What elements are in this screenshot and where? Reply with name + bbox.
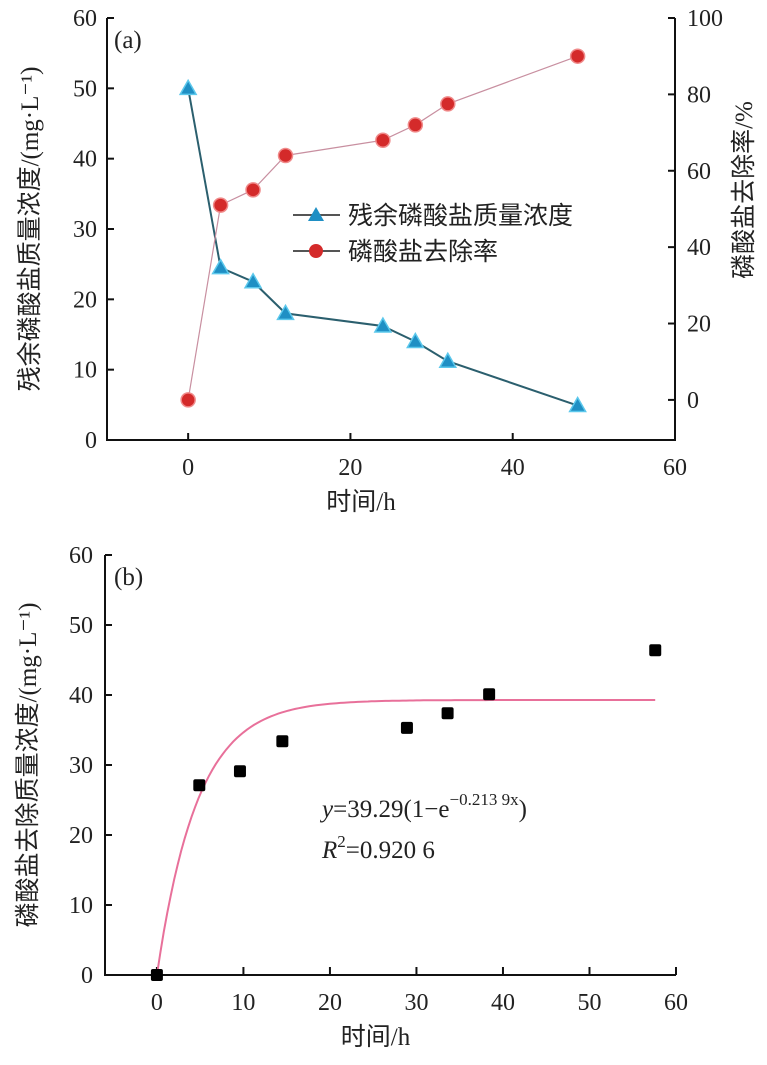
y2-tick-label: 0 [687,388,699,414]
x-axis-title: 时间/h [326,488,396,516]
triangle-marker [406,332,425,349]
triangle-marker [276,303,295,321]
y2-axis-title: 磷酸盐去除率/% [730,101,758,279]
legend-circle-marker [309,244,323,258]
square-marker [483,688,496,701]
y-axis-title: 残余磷酸盐质量浓度/(mg·L⁻¹) [16,67,44,392]
y2-tick-label: 40 [687,235,711,261]
fit-curve [155,699,656,976]
circle-marker [569,48,586,64]
legend-label: 残余磷酸盐质量浓度 [348,202,573,230]
eq-body: =39.29(1−e [333,796,449,823]
y-tick-label: 0 [85,428,97,454]
y-tick-label: 20 [69,823,93,849]
y-tick-label: 40 [73,147,97,173]
circle-marker [212,197,229,213]
eq-y: y [319,796,334,823]
r2-value: =0.920 6 [346,837,435,864]
square-marker [233,765,246,778]
triangle-marker [211,258,230,275]
x-tick-label: 0 [151,990,163,1016]
square-marker [400,721,413,734]
eq-suffix: ) [519,796,527,823]
triangle-marker [568,396,587,413]
y2-tick-label: 20 [687,312,711,338]
circle-marker [440,96,456,112]
y-tick-label: 50 [69,613,93,639]
eq-exponent: −0.213 9x [449,790,519,809]
x-tick-label: 40 [501,455,525,481]
y2-tick-label: 60 [687,159,711,185]
fit-equation: y=39.29(1−e−0.213 9x) [319,790,527,823]
x-tick-label: 20 [318,990,342,1016]
panel-a: 0 20 40 60 0 10 20 30 40 50 60 0 20 40 60 80 100 (a) 时间/h 残… [16,6,758,516]
r-squared: R2=0.920 6 [321,832,435,864]
square-marker [150,969,163,981]
y-tick-label: 0 [81,963,93,989]
y-axis-title: 磷酸盐去除质量浓度/(mg·L⁻¹) [14,603,42,928]
circle-marker [245,182,261,198]
circle-marker [375,132,391,148]
circle-marker [407,117,424,133]
square-marker [276,735,289,748]
square-marker [441,707,454,720]
square-marker [649,644,662,657]
r2-r: R [321,837,337,864]
x-tick-label: 30 [404,990,428,1016]
triangle-marker [373,316,393,333]
y-tick-label: 20 [73,287,97,313]
panel-b: 0 10 20 30 40 50 60 0 10 20 30 40 50 60 (b) 时间/h 磷酸盐去除质量… [14,543,688,1051]
y-tick-label: 10 [73,358,97,384]
x-tick-label: 60 [664,990,688,1016]
square-marker [193,779,206,792]
circle-marker [180,392,196,408]
triangle-marker [178,78,198,96]
axes-frame [104,555,676,976]
y-tick-label: 50 [73,76,97,102]
legend-triangle-marker [308,207,324,221]
y-tick-label: 60 [73,6,97,32]
panel-label: (b) [114,564,143,591]
x-tick-label: 40 [491,990,515,1016]
y-tick-label: 30 [69,753,93,779]
x-tick-label: 50 [577,990,601,1016]
y-tick-label: 10 [69,893,93,919]
x-axis-title: 时间/h [341,1023,411,1051]
triangle-marker [243,272,263,289]
circle-marker [277,147,294,164]
triangle-marker [438,351,458,368]
legend-label: 磷酸盐去除率 [348,238,498,266]
y2-tick-label: 100 [687,6,723,32]
panel-label: (a) [114,27,142,54]
x-tick-label: 0 [182,455,194,481]
y-tick-label: 60 [69,543,93,569]
y-tick-label: 30 [73,217,97,243]
x-tick-label: 20 [338,455,362,481]
x-tick-label: 60 [663,455,687,481]
r2-sup: 2 [337,832,346,851]
y2-tick-label: 80 [687,82,711,108]
y-tick-label: 40 [69,683,93,709]
x-tick-label: 10 [231,990,255,1016]
